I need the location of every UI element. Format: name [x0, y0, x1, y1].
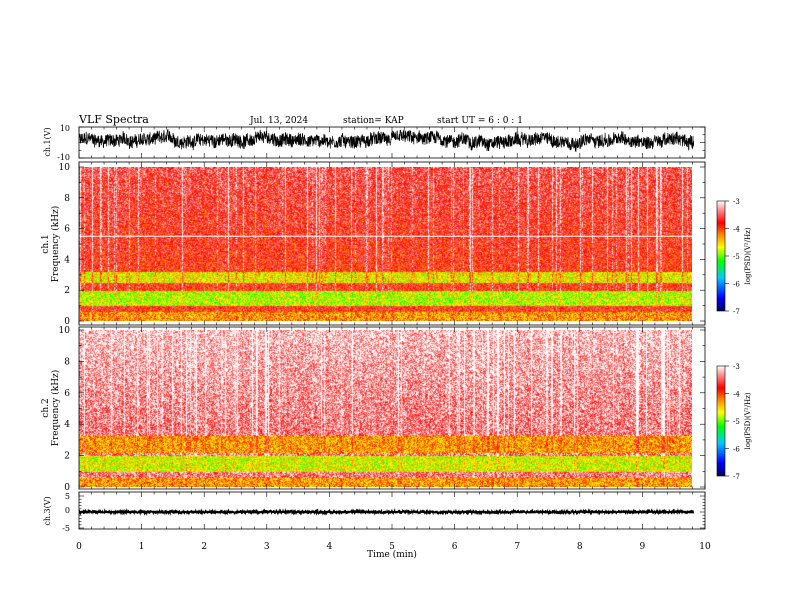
ch1-waveform-ticks [78, 126, 706, 159]
ch1-spectrogram-ytick-label: 0 [64, 317, 70, 327]
ch3-ytick-bottom: -5 [62, 524, 70, 533]
ch1-colorbar-bar [716, 200, 726, 312]
ch1-colorbar: -3 -4 -5 -6 -7 log(PSD)(V²/Hz) [716, 198, 752, 316]
ch1-spectrogram-ytick-label: 10 [59, 163, 71, 173]
ch3-ytick-mid: 0 [65, 506, 70, 515]
ch2-colorbar-tick-label: -4 [733, 391, 740, 399]
time-axis-tick-label: 6 [452, 542, 458, 552]
ch1-waveform-panel: 10 -10 ch.1(V) [43, 124, 706, 162]
ch1-spectrogram-ytick-label: 4 [64, 255, 70, 265]
ch1-colorbar-tick-label: -3 [733, 198, 740, 206]
ch1-spectrogram-ytick-labels: 0 2 4 6 8 10 [59, 163, 71, 327]
ch2-spectrogram-ytick-label: 6 [64, 389, 70, 399]
ch1-waveform-ylabel: ch.1(V) [43, 127, 52, 156]
ch2-colorbar-bar [716, 365, 726, 477]
ch3-ytick-top: 5 [65, 492, 70, 501]
ch1-colorbar-label: log(PSD)(V²/Hz) [744, 227, 752, 284]
ch1-colorbar-tick-label: -6 [733, 281, 740, 289]
ch1-colorbar-tick-label: -7 [733, 308, 740, 316]
ch1-colorbar-ticks: -3 -4 -5 -6 -7 [725, 198, 740, 316]
ch1-colorbar-tick-label: -4 [733, 226, 740, 234]
ch1-spectrogram-ytick-label: 2 [64, 286, 70, 296]
ch2-spectrogram-image [79, 330, 692, 487]
ch1-ytick-top: 10 [60, 124, 70, 133]
ch2-colorbar-tick-label: -5 [733, 418, 740, 426]
ch2-colorbar-tick-label: -3 [733, 363, 740, 371]
ch1-spectrogram-panel: 0 2 4 6 8 10 ch.1 Frequency (kHz) [41, 161, 706, 327]
ch1-spectrogram-image [79, 167, 692, 321]
time-axis-tick-label: 1 [139, 542, 145, 552]
time-axis-tick-label: 10 [699, 542, 711, 552]
date-label: Jul. 13, 2024 [249, 116, 308, 126]
ch2-colorbar-label: log(PSD)(V²/Hz) [744, 392, 752, 449]
ch1-spectrogram-ylabel-freq: Frequency (kHz) [50, 206, 61, 283]
time-axis-label: Time (min) [367, 549, 417, 560]
time-axis-tick-label: 5 [389, 542, 395, 552]
ch1-ytick-bottom: -10 [57, 153, 70, 162]
ch2-spectrogram-ytick-label: 4 [64, 420, 70, 430]
ch2-spectrogram-ticks [78, 327, 706, 489]
ch1-spectrogram-ytick-label: 6 [64, 225, 70, 235]
ch2-spectrogram-panel: 0 2 4 6 8 10 ch.2 Frequency (kHz) [41, 326, 706, 493]
ch1-spectrogram-ylabel-channel: ch.1 [41, 234, 51, 253]
ch2-spectrogram-ytick-label: 0 [64, 483, 70, 493]
ch2-spectrogram-ytick-label: 10 [59, 326, 71, 336]
station-label: station= KAP [343, 116, 404, 126]
time-axis-tick-label: 3 [264, 542, 270, 552]
ch3-waveform-panel: 5 0 -5 ch.3(V) [43, 491, 706, 533]
time-axis-tick-label: 2 [201, 542, 207, 552]
ch2-spectrogram-ylabel-freq: Frequency (kHz) [50, 370, 61, 447]
ch2-spectrogram-ytick-label: 2 [64, 452, 70, 462]
ch2-spectrogram-ytick-labels: 0 2 4 6 8 10 [59, 326, 71, 493]
ch3-waveform-ticks [78, 492, 706, 529]
time-axis-tick-labels: 0 1 2 3 4 5 6 7 8 9 10 [76, 542, 711, 552]
ch2-colorbar-ticks: -3 -4 -5 -6 -7 [725, 363, 740, 481]
ch2-spectrogram-ylabel-channel: ch.2 [41, 398, 51, 417]
time-axis-tick-label: 4 [327, 542, 333, 552]
ch1-colorbar-tick-label: -5 [733, 253, 740, 261]
time-axis-tick-label: 8 [577, 542, 583, 552]
ch3-waveform-line [79, 508, 695, 516]
ch3-waveform-ylabel: ch.3(V) [43, 496, 52, 525]
ch2-spectrogram-ytick-label: 8 [64, 357, 70, 367]
time-axis-tick-label: 9 [640, 542, 646, 552]
ch2-colorbar-tick-label: -7 [733, 473, 740, 481]
ch1-waveform-line [79, 129, 695, 152]
ch1-spectrogram-ytick-label: 8 [64, 194, 70, 204]
time-axis-tick-label: 7 [514, 542, 520, 552]
ch2-colorbar-tick-label: -6 [733, 446, 740, 454]
figure-title: VLF Spectra [78, 113, 149, 126]
time-axis-tick-label: 0 [76, 542, 82, 552]
ch1-spectrogram-ticks [78, 162, 706, 325]
start-time-label: start UT = 6 : 0 : 1 [437, 116, 523, 126]
ch2-colorbar: -3 -4 -5 -6 -7 log(PSD)(V²/Hz) [716, 363, 752, 481]
